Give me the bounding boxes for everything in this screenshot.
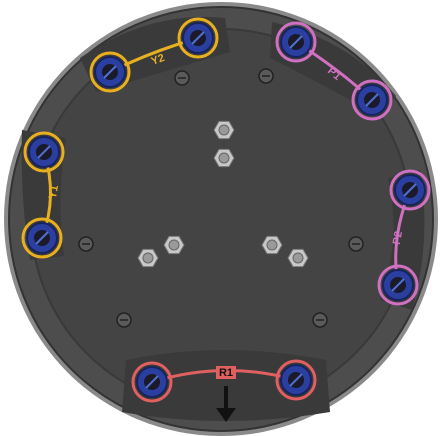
connector-ring [389, 169, 431, 211]
connector-ring [23, 131, 65, 173]
label-r1: R1 [219, 367, 233, 379]
connector-key [103, 65, 117, 79]
arrow-head [216, 408, 236, 422]
connector-key [289, 35, 303, 49]
connector-key [35, 231, 49, 245]
label-r1-bg [216, 366, 236, 379]
connector-ring [275, 359, 317, 401]
connector-ring [351, 79, 393, 121]
nut-hole [218, 124, 230, 136]
connector-key [145, 375, 159, 389]
connector-ring [177, 17, 219, 59]
connector-key [403, 183, 417, 197]
nut-hole [218, 152, 230, 164]
label-p2: P2 [391, 230, 405, 245]
pocket-r1 [122, 350, 330, 421]
connector-key [191, 31, 205, 45]
connector-key [391, 278, 405, 292]
connector-key [37, 145, 51, 159]
connector-ring [131, 361, 173, 403]
connector-key [365, 93, 379, 107]
nut-hole [142, 252, 154, 264]
connector-key [289, 373, 303, 387]
nut-hole [266, 239, 278, 251]
nut-hole [168, 239, 180, 251]
connector-ring [275, 21, 317, 63]
label-y2: Y2 [150, 52, 167, 68]
connector-ring [89, 51, 131, 93]
connector-ring [21, 217, 63, 259]
connector-ring [377, 264, 419, 306]
label-y1: Y1 [47, 184, 61, 199]
nut-hole [292, 252, 304, 264]
